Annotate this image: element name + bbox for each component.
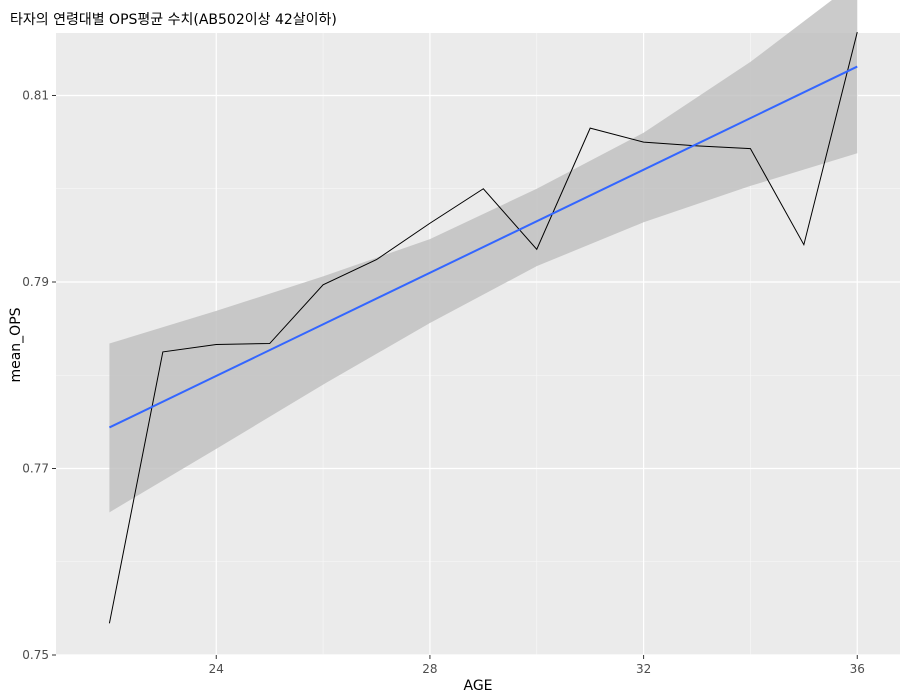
x-tick-label: 28 [422, 662, 437, 676]
data-line-layer [108, 31, 858, 624]
y-tick-label: 0.77 [22, 461, 49, 475]
trend-line [108, 65, 858, 429]
y-tick-label: 0.75 [22, 648, 49, 662]
series-line [108, 31, 858, 624]
confidence-band [109, 0, 858, 513]
chart-title: 타자의 연령대별 OPS평균 수치(AB502이상 42살이하) [10, 12, 337, 28]
trend-line-layer [108, 65, 858, 429]
y-axis-ticks: 0.75 0.77 0.79 0.81 [22, 88, 56, 662]
confidence-band-layer [109, 0, 858, 513]
x-tick-label: 36 [850, 662, 865, 676]
y-tick-label: 0.81 [22, 88, 49, 102]
x-axis-title: AGE [463, 678, 492, 694]
x-tick-label: 24 [209, 662, 224, 676]
x-axis-ticks: 24 28 32 36 [209, 655, 865, 676]
y-tick-label: 0.79 [22, 275, 49, 289]
y-axis-title: mean_OPS [8, 307, 24, 382]
x-tick-label: 32 [636, 662, 651, 676]
